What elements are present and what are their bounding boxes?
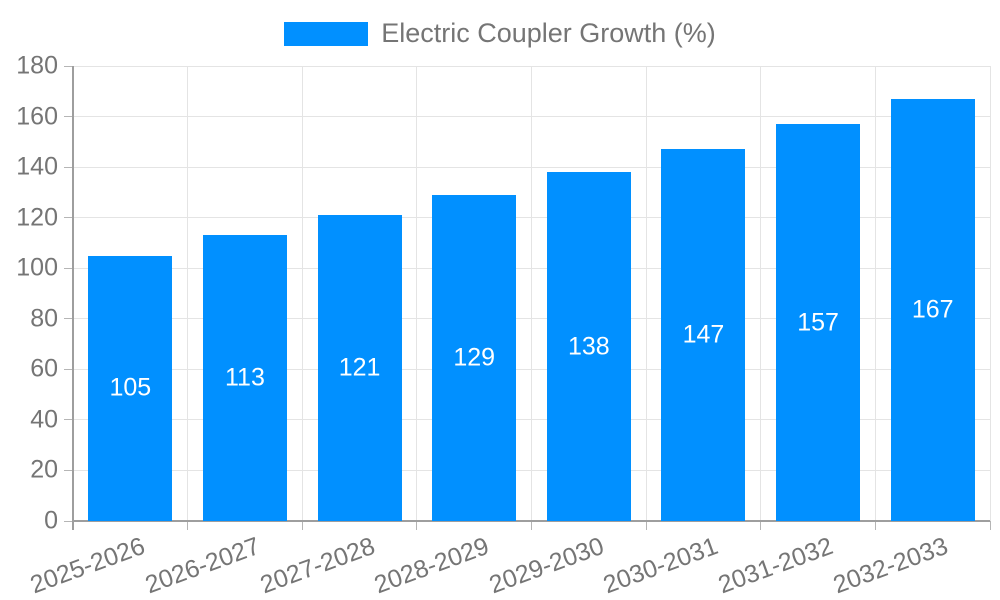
x-tick-label: 2025-2026 (26, 532, 149, 600)
y-tick-label: 140 (16, 152, 58, 181)
legend-item[interactable]: Electric Coupler Growth (%) (284, 18, 716, 49)
y-tick-label: 120 (16, 203, 58, 232)
bar: 157 (776, 124, 861, 521)
x-tick-label: 2031-2032 (714, 532, 837, 600)
bar-value-label: 167 (911, 295, 954, 324)
x-tick (531, 521, 532, 530)
y-tick (64, 520, 73, 522)
y-tick-label: 80 (30, 304, 58, 333)
y-axis-line (72, 66, 74, 530)
y-tick (64, 65, 73, 67)
bar: 121 (317, 215, 402, 521)
x-tick (874, 521, 876, 530)
y-tick (64, 217, 73, 219)
bar-value-label: 147 (682, 320, 725, 349)
y-tick (64, 116, 73, 118)
y-tick-label: 160 (16, 102, 58, 131)
bar: 138 (546, 172, 631, 521)
x-tick-label: 2030-2031 (600, 532, 723, 600)
y-tick (64, 368, 73, 370)
legend: Electric Coupler Growth (%) (0, 18, 1000, 49)
y-tick-label: 0 (44, 506, 58, 535)
x-tick-label: 2026-2027 (141, 532, 264, 600)
bar: 113 (202, 235, 287, 521)
x-axis-line (73, 520, 990, 522)
gridline-v (187, 66, 189, 521)
legend-color-swatch (284, 21, 369, 46)
y-tick (64, 318, 73, 320)
x-tick-label: 2027-2028 (256, 532, 379, 600)
bar: 147 (661, 149, 746, 521)
bar-value-label: 121 (338, 353, 381, 382)
bar-value-label: 113 (225, 363, 265, 392)
bar-value-label: 129 (453, 343, 496, 372)
x-tick (301, 521, 303, 530)
y-tick-label: 100 (16, 253, 58, 282)
x-tick (645, 521, 647, 530)
gridline-v (301, 66, 303, 521)
y-tick-label: 60 (30, 354, 58, 383)
gridline-v (645, 66, 647, 521)
x-tick (187, 521, 189, 530)
x-tick-label: 2028-2029 (370, 532, 493, 600)
gridline-v (760, 66, 762, 521)
y-tick (64, 166, 73, 168)
y-tick-label: 40 (30, 405, 58, 434)
gridline-v (531, 66, 532, 521)
x-tick (989, 521, 991, 530)
y-tick-label: 180 (16, 51, 58, 80)
y-tick (64, 469, 73, 471)
bar: 167 (890, 98, 975, 521)
x-tick-label: 2029-2030 (485, 532, 608, 600)
x-tick-label: 2032-2033 (829, 532, 952, 600)
y-tick (64, 267, 73, 269)
gridline-v (416, 66, 418, 521)
bar-value-label: 157 (797, 308, 839, 337)
x-tick (760, 521, 762, 530)
bar: 105 (88, 255, 173, 521)
y-tick-label: 20 (30, 455, 58, 484)
legend-label: Electric Coupler Growth (%) (381, 18, 716, 48)
gridline-v (989, 66, 991, 521)
gridline-v (874, 66, 876, 521)
bar-value-label: 138 (567, 332, 610, 361)
y-tick (64, 419, 73, 421)
bar-value-label: 105 (109, 373, 152, 402)
x-tick (416, 521, 418, 530)
bar: 129 (432, 194, 517, 521)
